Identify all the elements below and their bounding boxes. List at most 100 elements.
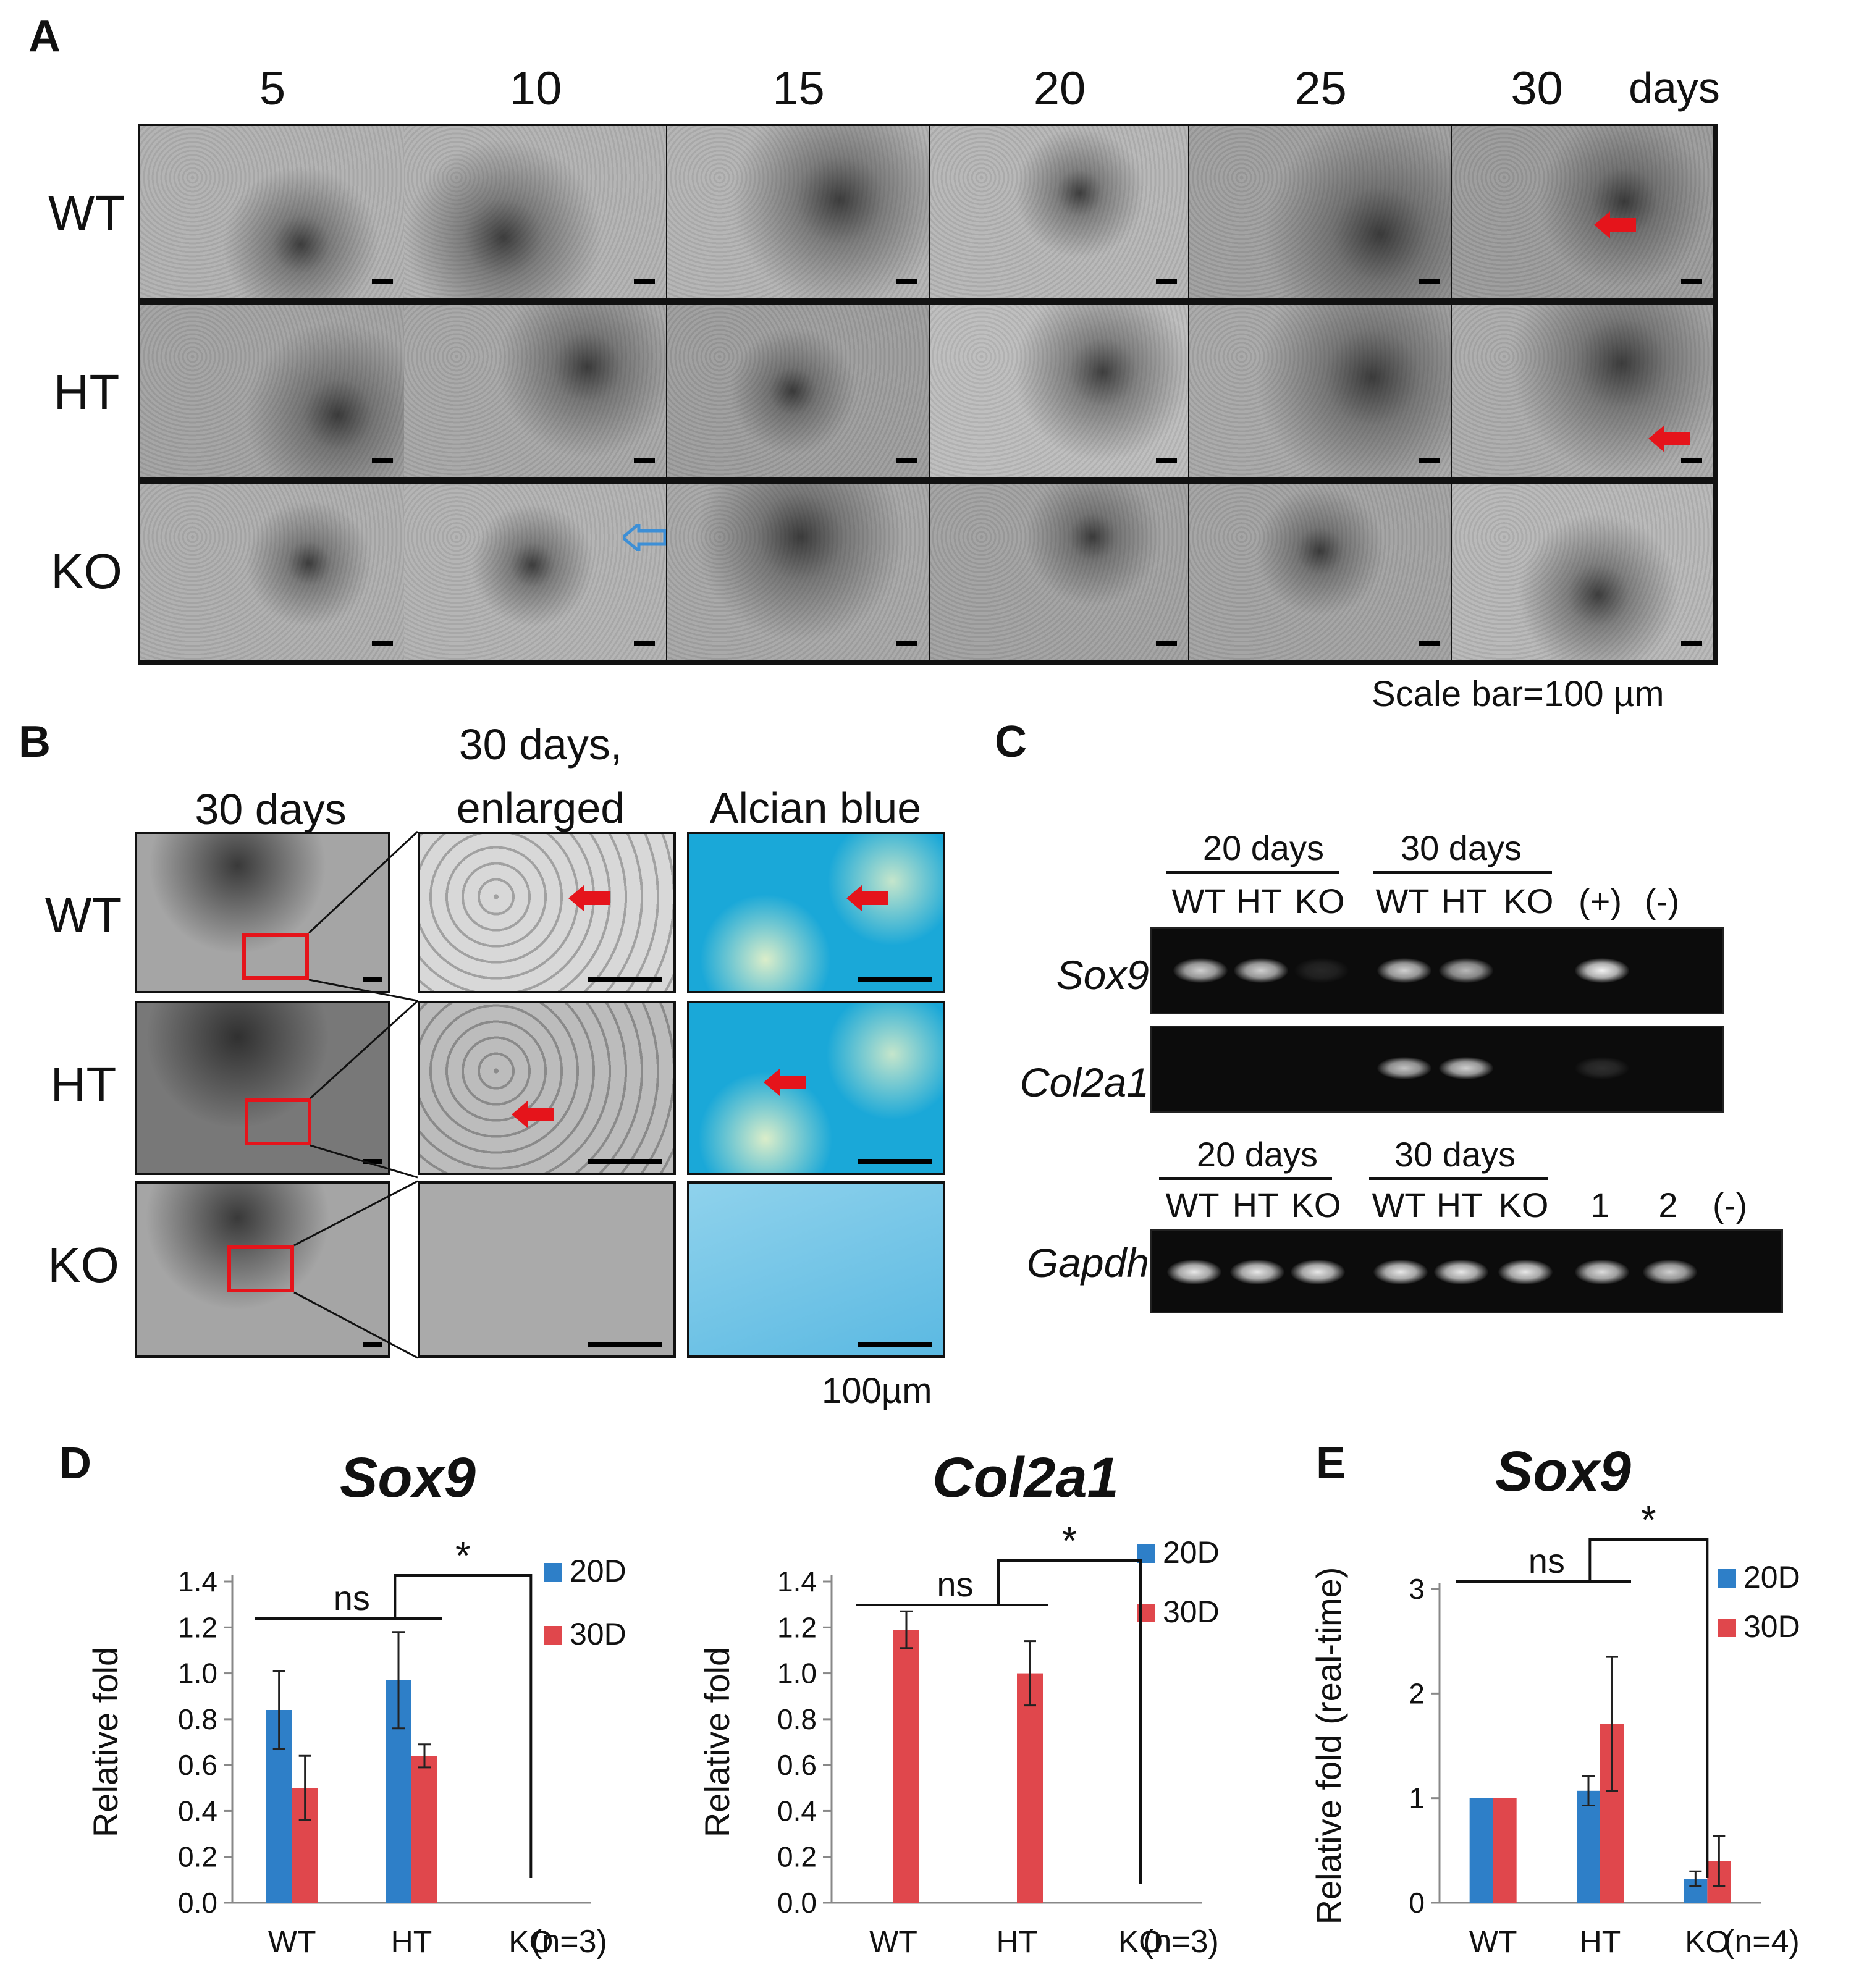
- lane-label: HT: [1441, 882, 1488, 920]
- lane-label: WT: [1171, 882, 1226, 920]
- scale-bar: [1156, 641, 1177, 646]
- micrograph-tile: [140, 484, 404, 660]
- timepoint-header: 5: [259, 62, 286, 115]
- scale-bar: [1419, 641, 1440, 646]
- row-label: HT: [53, 364, 120, 419]
- lane-label: WT: [1375, 882, 1430, 920]
- red-arrow-icon: [1648, 425, 1690, 452]
- y-axis-label: Relative fold: [86, 1647, 125, 1837]
- row-label: HT: [50, 1057, 117, 1112]
- micrograph-tile: [930, 484, 1188, 660]
- gel-band: [1173, 958, 1228, 983]
- gel-sox9: [1150, 927, 1724, 1014]
- legend-swatch: [544, 1626, 562, 1645]
- micrograph-tile: [1452, 305, 1713, 477]
- lane-label: (+): [1579, 882, 1622, 920]
- y-tick-label: 0.4: [777, 1795, 817, 1827]
- zoom-box: [245, 1098, 311, 1145]
- sig-star: *: [455, 1533, 471, 1578]
- y-tick-label: 0: [1409, 1887, 1425, 1919]
- y-tick-label: 0.2: [178, 1841, 217, 1873]
- x-tick-label: WT: [1469, 1924, 1517, 1959]
- chart-e-title: Sox9: [1495, 1440, 1631, 1503]
- chart-d2-title: Col2a1: [932, 1446, 1119, 1509]
- scale-bar: [896, 641, 917, 646]
- n-label: (n=4): [1724, 1924, 1800, 1960]
- gel-band: [1575, 1057, 1629, 1079]
- row-separator: [138, 301, 1718, 305]
- micrograph-tile: [687, 1181, 945, 1358]
- gel-band: [1439, 958, 1493, 983]
- zoom-box: [227, 1245, 294, 1292]
- zoom-line: [308, 979, 418, 1002]
- y-tick-label: 0.6: [178, 1749, 217, 1781]
- gel-top-group-20days: 20 days: [1202, 828, 1325, 867]
- scale-bar: [363, 1342, 382, 1347]
- error-bar: [392, 1631, 405, 1730]
- gel-band: [1575, 958, 1629, 983]
- zoom-line: [308, 830, 419, 934]
- micrograph-tile: [135, 832, 390, 993]
- scale-bar: [896, 458, 917, 463]
- micrograph-tile: [135, 1181, 390, 1358]
- gel-label-sox9: Sox9: [1056, 952, 1149, 998]
- scale-bar: [1419, 458, 1440, 463]
- legend-swatch: [1718, 1569, 1736, 1588]
- lane-label: KO: [1294, 882, 1345, 920]
- x-tick-label: KO: [1685, 1924, 1729, 1959]
- timepoint-header: 10: [509, 62, 562, 115]
- micrograph-tile: [930, 305, 1188, 477]
- micrograph-tile: [140, 126, 404, 298]
- sig-bracket: [1588, 1538, 1709, 1878]
- x-tick-label: KO: [1118, 1924, 1163, 1959]
- scale-bar: [372, 279, 393, 284]
- scale-bar: [858, 977, 932, 982]
- gel-bottom-group2-line: [1369, 1177, 1548, 1180]
- gel-band: [1575, 1260, 1629, 1284]
- legend-label: 20D: [1743, 1560, 1800, 1594]
- scale-bar: [1156, 279, 1177, 284]
- scale-bar: [1681, 458, 1702, 463]
- micrograph-tile: [1452, 126, 1713, 298]
- y-tick-label: 0.6: [777, 1749, 817, 1781]
- gel-top-group-30days: 30 days: [1400, 828, 1522, 867]
- micrograph-tile: [1189, 126, 1451, 298]
- scale-bar: [372, 458, 393, 463]
- chart-d1-sox9: 0.0 0.2 0.4 0.6 0.8 1.0 1.2 1.4 Relative fold WT H…: [86, 1533, 626, 1960]
- y-tick-label: 1.2: [178, 1611, 217, 1643]
- sig-bracket: [997, 1559, 1142, 1884]
- lane-label: 2: [1658, 1186, 1678, 1224]
- bar-30D: [411, 1756, 437, 1903]
- error-bar: [1689, 1870, 1702, 1887]
- gel-band: [1643, 1260, 1697, 1284]
- timepoint-header: 25: [1294, 62, 1347, 115]
- y-tick-label: 1.0: [777, 1657, 817, 1690]
- lane-label: WT: [1372, 1186, 1426, 1224]
- gel-band: [1167, 1260, 1221, 1284]
- lane-label: KO: [1503, 882, 1554, 920]
- row-label: WT: [44, 888, 122, 943]
- micrograph-tile: [418, 832, 676, 993]
- micrograph-tile: [404, 484, 666, 660]
- scale-bar: [363, 977, 382, 982]
- panel-a-letter: A: [28, 12, 61, 61]
- micrograph-tile: [404, 126, 666, 298]
- gel-band: [1377, 958, 1431, 983]
- gel-label-col2a1: Col2a1: [1019, 1059, 1149, 1105]
- timepoint-header: 20: [1033, 62, 1086, 115]
- chart-d2-col2a1: 0.0 0.2 0.4 0.6 0.8 1.0 1.2 1.4 Relative fold WT H…: [698, 1520, 1220, 1960]
- row-label: WT: [48, 185, 125, 240]
- gel-band: [1294, 958, 1349, 983]
- chart-d1-title: Sox9: [340, 1446, 476, 1509]
- micrograph-tile: [418, 1001, 676, 1175]
- legend-label: 30D: [1743, 1609, 1800, 1644]
- gel-bottom-group1-line: [1159, 1177, 1332, 1180]
- gel-band: [1291, 1260, 1345, 1284]
- scale-bar: [1681, 641, 1702, 646]
- panel-b-header-30days: 30 days: [195, 785, 347, 833]
- gel-top-group2-line: [1373, 871, 1552, 874]
- row-separator: [138, 481, 1718, 484]
- bar-30D: [1493, 1798, 1517, 1903]
- lane-label: HT: [1232, 1186, 1279, 1224]
- y-tick-label: 1.4: [178, 1565, 217, 1598]
